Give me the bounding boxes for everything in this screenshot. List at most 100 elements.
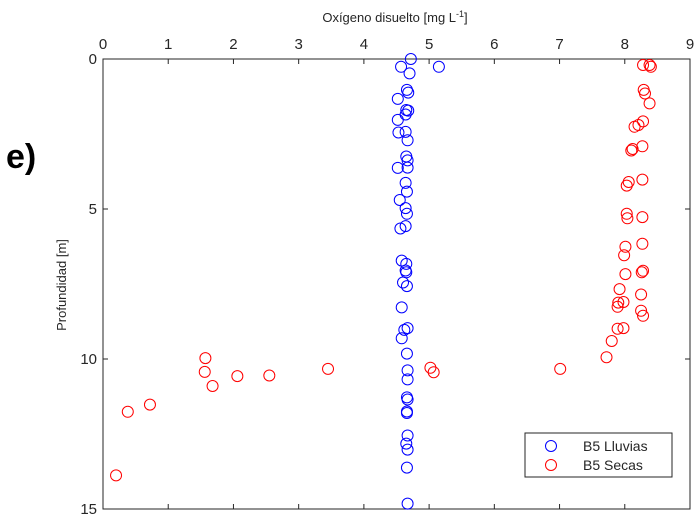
data-point [636,173,649,186]
legend-marker [545,459,557,471]
data-point [619,240,632,253]
data-point [401,134,414,147]
data-point [619,268,632,281]
data-point [635,266,648,279]
legend-marker [545,440,557,452]
y-tick-label: 15 [80,501,97,518]
data-point [554,362,567,375]
x-axis-label: Oxígeno disuelto [mg L-1] [322,9,467,25]
data-point [400,185,413,198]
data-point [198,365,211,378]
data-point [643,97,656,110]
data-point [635,304,648,317]
x-tick-label: 7 [555,36,563,53]
data-point [611,300,624,313]
data-point [263,369,276,382]
x-tick-label: 1 [164,36,172,53]
data-point [391,161,404,174]
data-point [143,398,156,411]
data-point [231,370,244,383]
y-tick-label: 5 [89,201,97,218]
data-point [620,207,633,220]
data-point [401,497,414,510]
data-point [400,257,413,270]
data-point [399,125,412,138]
data-point [628,120,641,133]
data-point [625,144,638,157]
data-point [635,288,648,301]
x-tick-label: 6 [490,36,498,53]
x-tick-label: 2 [229,36,237,53]
data-point [400,407,413,419]
data-point [637,59,650,71]
data-point [400,280,413,293]
data-point [391,92,404,105]
data-point [401,364,414,377]
data-point [404,53,417,65]
data-point [401,429,414,442]
data-point [605,335,618,347]
data-point [617,322,630,335]
data-point [432,60,445,73]
data-point [626,143,639,155]
data-point [637,115,650,128]
data-point [643,59,656,71]
x-tick-label: 3 [294,36,302,53]
x-tick-label: 9 [686,36,694,53]
data-point [621,212,634,225]
legend-label: B5 Lluvias [583,438,648,454]
data-point [613,283,626,296]
data-point [391,113,404,126]
data-point [199,352,212,365]
x-tick-label: 8 [621,36,629,53]
data-point [398,323,411,336]
data-point [322,362,335,375]
data-point [392,126,405,139]
data-point [600,351,613,364]
data-point [612,296,625,309]
data-point [399,176,412,189]
data-point [395,60,408,73]
data-point [637,264,650,277]
data-point [636,237,649,250]
data-point [402,104,415,117]
data-point [399,220,412,233]
data-point [401,393,414,406]
series-lluvias [391,53,445,510]
data-point [400,207,413,220]
series-secas [110,59,657,482]
legend-label: B5 Secas [583,457,643,473]
data-point [399,202,412,215]
y-tick-label: 0 [89,51,97,68]
data-point [401,373,414,386]
data-point [397,276,410,289]
data-point [611,322,624,335]
data-point [395,332,408,345]
y-axis-label: Profundidad [m] [54,239,69,331]
data-point [403,67,416,80]
data-point [636,211,649,224]
data-point [400,83,413,96]
data-point [427,366,440,379]
data-point [400,437,413,450]
data-point [394,222,407,235]
data-point [206,380,219,392]
data-point [400,347,413,360]
data-point [644,60,657,73]
data-point [402,86,415,99]
data-point [620,179,633,192]
data-point [400,461,413,474]
data-point [393,194,406,206]
x-tick-label: 0 [99,36,107,53]
panel-label: e) [6,138,37,176]
data-point [618,249,631,262]
data-point [401,443,414,456]
data-point [638,87,651,100]
legend: B5 Lluvias B5 Secas [524,432,673,478]
x-tick-label: 5 [425,36,433,53]
y-tick-label: 10 [80,351,97,368]
data-point [121,405,134,418]
data-point [637,309,650,322]
data-point [401,161,414,174]
